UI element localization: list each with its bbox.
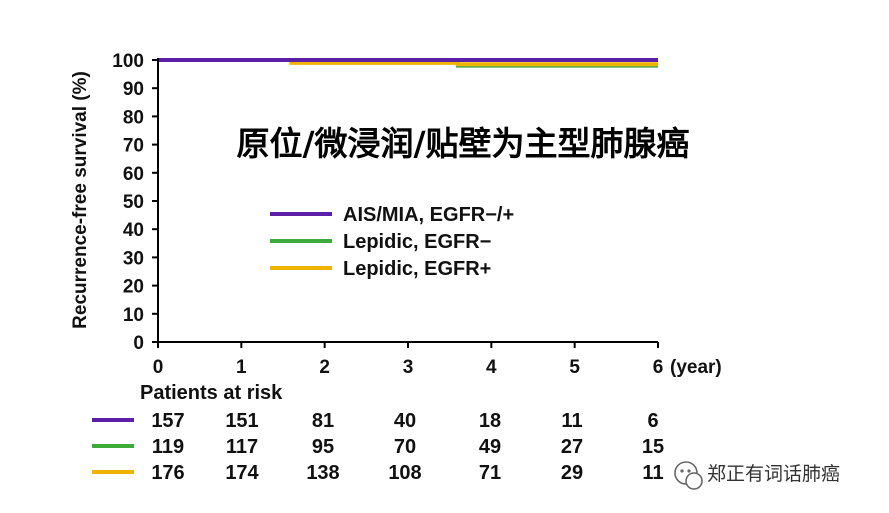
risk-cell: 108 — [388, 462, 421, 484]
watermark: 郑正有词话肺癌 — [674, 461, 840, 490]
wechat-icon — [674, 461, 703, 490]
y-tick-label: 50 — [123, 192, 144, 213]
risk-cell: 151 — [225, 410, 258, 432]
risk-cell: 138 — [306, 462, 339, 484]
y-tick-label: 40 — [123, 220, 144, 241]
y-tick-label: 0 — [133, 333, 144, 354]
y-tick-label: 100 — [112, 51, 144, 72]
legend-label: Lepidic, EGFR− — [343, 231, 491, 253]
risk-cell: 6 — [647, 410, 658, 432]
risk-cell: 95 — [312, 436, 334, 458]
risk-cell: 81 — [312, 410, 334, 432]
y-tick-label: 10 — [123, 305, 144, 326]
tick-labels: 0 10 20 30 40 50 60 70 80 90 100 0 1 2 3 4 5 6 — [112, 51, 663, 378]
x-tick-label: 3 — [403, 357, 414, 378]
risk-cell: 18 — [479, 410, 501, 432]
risk-cell: 117 — [226, 436, 258, 458]
risk-cell: 70 — [394, 436, 416, 458]
risk-cell: 174 — [225, 462, 259, 484]
risk-table: 157 151 81 40 18 11 6 119 117 95 70 49 27 15 176 174 138… — [92, 410, 664, 484]
legend-label: Lepidic, EGFR+ — [343, 258, 491, 280]
risk-cell: 157 — [151, 410, 184, 432]
y-tick-label: 70 — [123, 136, 144, 157]
risk-cell: 40 — [394, 410, 416, 432]
chart-title: 原位/微浸润/贴壁为主型肺腺癌 — [236, 124, 689, 163]
risk-cell: 71 — [479, 462, 501, 484]
risk-cell: 176 — [151, 462, 184, 484]
risk-table-label: Patients at risk — [140, 382, 283, 404]
x-unit-label: (year) — [670, 357, 722, 378]
risk-cell: 11 — [561, 410, 582, 432]
y-tick-label: 20 — [123, 277, 144, 298]
y-tick-label: 90 — [123, 79, 144, 100]
plot-lines — [158, 58, 658, 68]
legend: AIS/MIA, EGFR−/+ Lepidic, EGFR− Lepidic, E… — [270, 204, 514, 280]
risk-cell: 49 — [479, 436, 501, 458]
risk-cell: 119 — [152, 436, 184, 458]
y-tick-label: 80 — [123, 107, 144, 128]
y-axis-title: Recurrence-free survival (%) — [70, 71, 91, 329]
risk-cell: 27 — [561, 436, 583, 458]
x-tick-label: 0 — [153, 357, 164, 378]
x-tick-label: 5 — [569, 357, 580, 378]
y-tick-label: 30 — [123, 248, 144, 269]
watermark-text: 郑正有词话肺癌 — [707, 463, 840, 485]
axes — [152, 58, 659, 348]
legend-label: AIS/MIA, EGFR−/+ — [343, 204, 514, 226]
risk-cell: 11 — [642, 462, 663, 484]
x-tick-label: 1 — [236, 357, 247, 378]
x-tick-label: 6 — [653, 357, 664, 378]
x-tick-label: 2 — [319, 357, 330, 378]
risk-cell: 15 — [642, 436, 664, 458]
y-tick-label: 60 — [123, 164, 144, 185]
risk-cell: 29 — [561, 462, 583, 484]
x-tick-label: 4 — [486, 357, 497, 378]
